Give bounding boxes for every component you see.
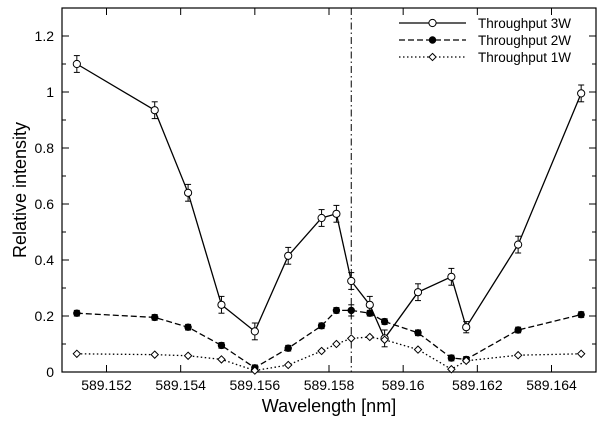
data-point bbox=[72, 59, 81, 69]
x-tick-label: 589.16 bbox=[382, 377, 425, 393]
y-tick-label: 1.2 bbox=[35, 28, 55, 44]
data-point bbox=[366, 309, 374, 317]
y-tick-label: 0.8 bbox=[35, 140, 55, 156]
data-point bbox=[151, 313, 159, 322]
data-point bbox=[447, 364, 456, 374]
legend-marker bbox=[428, 36, 437, 44]
x-tick-label: 589.158 bbox=[304, 377, 355, 393]
data-point bbox=[150, 106, 159, 115]
data-point bbox=[380, 335, 389, 345]
data-point bbox=[346, 334, 356, 343]
data-point bbox=[413, 288, 423, 297]
y-tick-label: 1 bbox=[46, 84, 54, 100]
data-point bbox=[332, 339, 341, 349]
data-point bbox=[250, 327, 259, 336]
y-axis-label: Relative intensity bbox=[10, 122, 30, 258]
y-tick-label: 0.2 bbox=[35, 308, 55, 324]
series-layer bbox=[72, 55, 586, 375]
data-point bbox=[365, 300, 374, 309]
x-tick-label: 589.164 bbox=[526, 377, 577, 393]
series-line bbox=[76, 63, 582, 340]
x-tick-label: 589.152 bbox=[81, 377, 132, 393]
x-tick-label: 589.156 bbox=[230, 377, 281, 393]
data-point bbox=[577, 89, 586, 98]
data-point bbox=[513, 350, 523, 360]
data-point bbox=[576, 349, 586, 359]
data-point bbox=[284, 251, 293, 260]
x-axis-label: Wavelength [nm] bbox=[262, 396, 396, 416]
data-point bbox=[72, 349, 82, 359]
data-point bbox=[317, 213, 326, 223]
data-point bbox=[347, 306, 355, 315]
data-point bbox=[414, 329, 422, 337]
y-tick-label: 0 bbox=[46, 364, 54, 380]
legend-label: Throughput 1W bbox=[478, 50, 571, 65]
y-tick-label: 0.6 bbox=[35, 196, 55, 212]
data-point bbox=[332, 306, 341, 315]
data-point bbox=[514, 326, 522, 334]
legend-label: Throughput 3W bbox=[478, 16, 571, 31]
legend-marker bbox=[428, 18, 437, 28]
data-point bbox=[447, 354, 456, 362]
data-point bbox=[380, 317, 389, 326]
y-tick-label: 0.4 bbox=[35, 252, 55, 268]
data-point bbox=[217, 341, 226, 350]
data-point bbox=[250, 366, 260, 375]
legend-label: Throughput 2W bbox=[478, 33, 571, 48]
data-point bbox=[462, 323, 471, 332]
data-point bbox=[332, 209, 341, 218]
series-line bbox=[76, 336, 582, 372]
data-point bbox=[347, 276, 356, 286]
series-line bbox=[76, 309, 582, 369]
series-throughput-3w bbox=[72, 55, 586, 348]
data-point bbox=[183, 351, 193, 361]
data-point bbox=[577, 310, 585, 319]
data-point bbox=[447, 272, 456, 281]
data-point bbox=[413, 345, 423, 354]
data-point bbox=[150, 350, 160, 359]
legend: Throughput 3W Throughput 2W Throughput 1W bbox=[399, 16, 571, 65]
data-point bbox=[184, 323, 192, 331]
data-point bbox=[365, 332, 375, 342]
data-point bbox=[217, 300, 226, 309]
data-point bbox=[183, 188, 193, 197]
x-tick-label: 589.162 bbox=[452, 377, 503, 393]
series-throughput-2w bbox=[73, 304, 585, 372]
legend-marker bbox=[428, 52, 437, 62]
data-point bbox=[461, 356, 471, 366]
data-point bbox=[283, 360, 293, 370]
data-point bbox=[73, 309, 81, 317]
series-throughput-1w bbox=[72, 332, 586, 375]
x-tick-label: 589.154 bbox=[155, 377, 206, 393]
data-point bbox=[514, 240, 523, 249]
data-point bbox=[284, 344, 292, 352]
data-point bbox=[217, 355, 226, 364]
data-point bbox=[317, 346, 326, 356]
ticks-layer: 589.152 589.154 589.156 589.158 589.16 589.16… bbox=[35, 8, 596, 393]
data-point bbox=[317, 322, 326, 330]
